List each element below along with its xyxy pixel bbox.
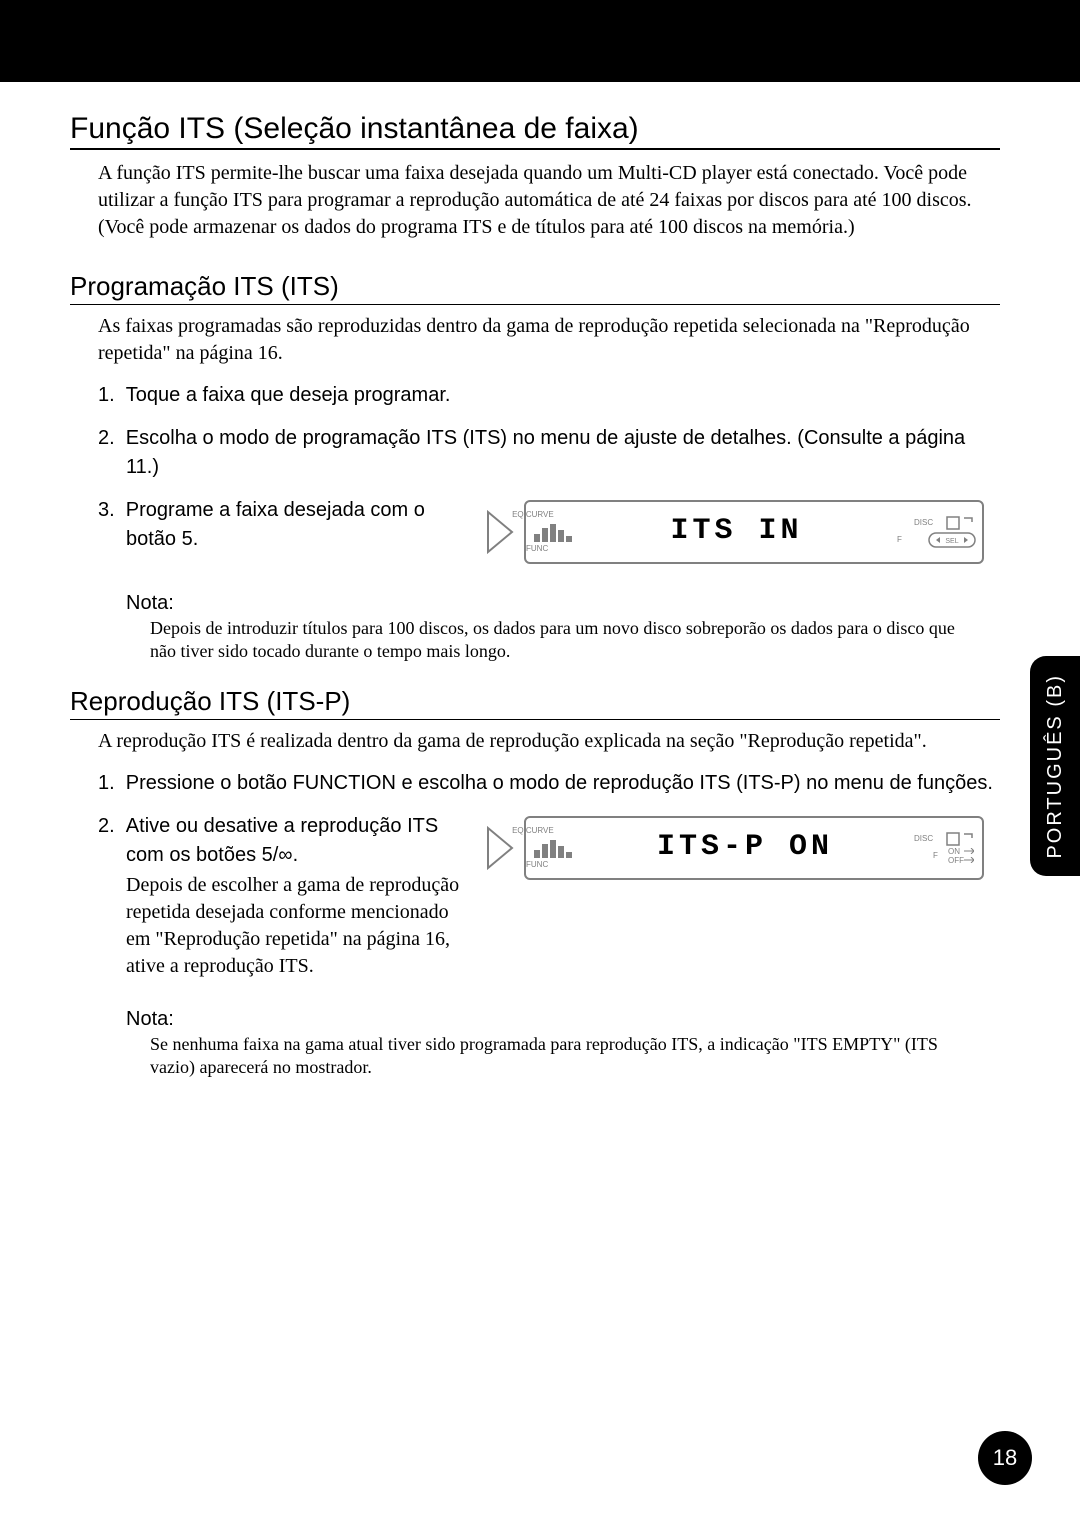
display-figure-1: EQ CURVE FUNC ITS IN DISC F: [486, 500, 1000, 564]
section2-step2-sub: Depois de escolher a gama de reprodução …: [126, 872, 466, 980]
section2-nota-label: Nota:: [126, 1008, 1000, 1031]
lcd-text-1: ITS IN: [584, 510, 917, 554]
section2-step1-text: Pressione o botão FUNCTION e escolha o m…: [126, 772, 993, 794]
eq-bars-icon: [532, 520, 576, 544]
eq-bars-icon: [532, 836, 576, 860]
section2-nota-text: Se nenhuma faixa na gama atual tiver sid…: [150, 1033, 970, 1078]
section2-step1: 1. Pressione o botão FUNCTION e escolha …: [98, 769, 1000, 798]
page-number-badge: 18: [978, 1431, 1032, 1485]
section1-step3: 3. Programe a faixa desejada com o botão…: [98, 496, 1000, 564]
eq-curve-label: EQ CURVE: [540, 827, 568, 835]
section1-step2: 2. Escolha o modo de programação ITS (IT…: [98, 424, 1000, 482]
top-black-bar: [0, 0, 1080, 82]
main-heading: Função ITS (Seleção instantânea de faixa…: [70, 112, 1000, 150]
svg-text:SEL: SEL: [945, 538, 958, 545]
page-content: Função ITS (Seleção instantânea de faixa…: [0, 82, 1080, 1078]
section1-intro: As faixas programadas são reproduzidas d…: [98, 313, 1000, 367]
language-side-tab: PORTUGUÊS (B): [1030, 656, 1080, 876]
intro-paragraph: A função ITS permite-lhe buscar uma faix…: [98, 160, 1000, 241]
section1-heading: Programação ITS (ITS): [70, 271, 1000, 305]
lcd-display-1: EQ CURVE FUNC ITS IN DISC F: [524, 500, 984, 564]
page-number: 18: [993, 1445, 1017, 1471]
section2-step2-text: Ative ou desative a reprodução ITS com o…: [126, 815, 438, 866]
section1-step1: 1. Toque a faixa que deseja programar.: [98, 381, 1000, 410]
arrow-icon: [964, 848, 974, 854]
disc-icon: [946, 832, 976, 846]
section1-step1-text: Toque a faixa que deseja programar.: [126, 384, 451, 406]
eq-curve-label: EQ CURVE: [540, 511, 568, 519]
disc-icon: [946, 516, 976, 530]
section1-nota-text: Depois de introduzir títulos para 100 di…: [150, 617, 970, 662]
section2-intro: A reprodução ITS é realizada dentro da g…: [98, 728, 1000, 755]
section1-step3-text: Programe a faixa desejada com o botão 5.: [126, 499, 425, 550]
section1-steps: 1. Toque a faixa que deseja programar. 2…: [98, 381, 1000, 564]
section1-nota-label: Nota:: [126, 592, 1000, 615]
section1-step2-text: Escolha o modo de programação ITS (ITS) …: [126, 427, 965, 478]
triangle-icon: [486, 826, 514, 870]
triangle-icon: [486, 510, 514, 554]
lcd-display-2: EQ CURVE FUNC ITS-P ON DISC F: [524, 816, 984, 880]
arrow-icon: [964, 857, 974, 863]
section2-heading: Reprodução ITS (ITS-P): [70, 686, 1000, 720]
lcd-text-2: ITS-P ON: [584, 826, 934, 870]
display-figure-2: EQ CURVE FUNC ITS-P ON DISC F: [486, 816, 1000, 880]
section2-step2: 2. Ative ou desative a reprodução ITS co…: [98, 812, 1000, 980]
language-side-tab-text: PORTUGUÊS (B): [1044, 674, 1067, 859]
sel-icon: SEL: [928, 532, 976, 548]
section2-steps: 1. Pressione o botão FUNCTION e escolha …: [98, 769, 1000, 980]
